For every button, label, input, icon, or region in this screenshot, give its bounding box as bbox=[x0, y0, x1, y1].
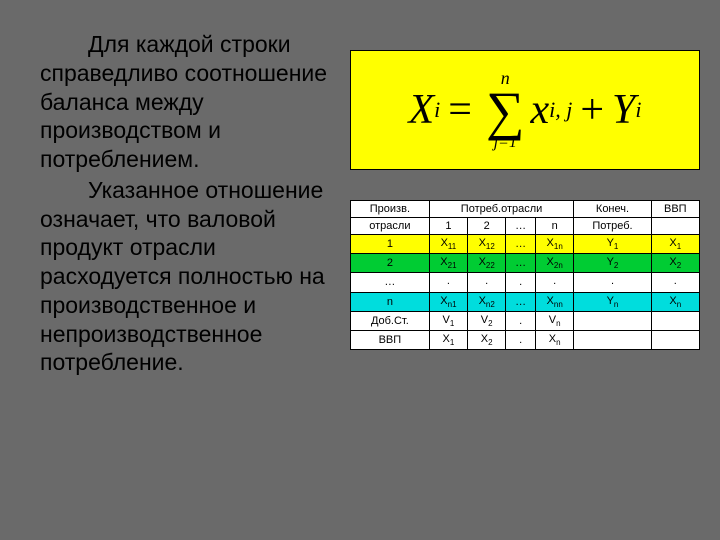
right-column: Xi = n ∑ j=1 xi, j + Yi Произв. Потреб.о… bbox=[350, 30, 700, 510]
summation: n ∑ j=1 bbox=[486, 69, 525, 152]
paragraph-2: Указанное отношение означает, что валово… bbox=[40, 176, 340, 377]
term2-sub: i bbox=[635, 97, 641, 123]
footer-row-added: Доб.Ст. V1 V2 . Vn bbox=[351, 311, 700, 330]
lhs-sub: i bbox=[434, 97, 440, 123]
f1-n: Vn bbox=[535, 311, 573, 330]
table-row: 2X21X22…X2nY2X2 bbox=[351, 254, 700, 273]
f1-b: V2 bbox=[468, 311, 506, 330]
hdr-coln: n bbox=[535, 218, 573, 235]
f1-d: . bbox=[506, 311, 536, 330]
paragraph-1: Для каждой строки справедливо соотношени… bbox=[40, 30, 340, 174]
footer-row-gdp: ВВП X1 X2 . Xn bbox=[351, 330, 700, 349]
f1-label: Доб.Ст. bbox=[351, 311, 430, 330]
equals: = bbox=[448, 86, 472, 134]
f2-d: . bbox=[506, 330, 536, 349]
f2-y bbox=[574, 330, 651, 349]
term2-var: Y bbox=[612, 86, 635, 134]
f2-label: ВВП bbox=[351, 330, 430, 349]
f1-x bbox=[651, 311, 699, 330]
table-header-row2: отрасли 1 2 … n Потреб. bbox=[351, 218, 700, 235]
f1-y bbox=[574, 311, 651, 330]
text-column: Для каждой строки справедливо соотношени… bbox=[40, 30, 350, 510]
hdr-branch: отрасли bbox=[351, 218, 430, 235]
hdr-col1: 1 bbox=[429, 218, 467, 235]
table-row: nXn1Xn2…XnnYnXn bbox=[351, 292, 700, 311]
f2-b: X2 bbox=[468, 330, 506, 349]
f2-n: Xn bbox=[535, 330, 573, 349]
hdr-prod: Произв. bbox=[351, 201, 430, 218]
balance-table: Произв. Потреб.отрасли Конеч. ВВП отрасл… bbox=[350, 200, 700, 350]
formula-box: Xi = n ∑ j=1 xi, j + Yi bbox=[350, 50, 700, 170]
io-table: Произв. Потреб.отрасли Конеч. ВВП отрасл… bbox=[350, 200, 700, 350]
sum-lower: j=1 bbox=[494, 135, 517, 151]
f1-a: V1 bbox=[429, 311, 467, 330]
balance-formula: Xi = n ∑ j=1 xi, j + Yi bbox=[408, 69, 641, 152]
sigma-icon: ∑ bbox=[486, 87, 525, 136]
term1-var: x bbox=[530, 86, 549, 134]
table-header-row: Произв. Потреб.отрасли Конеч. ВВП bbox=[351, 201, 700, 218]
lhs-var: X bbox=[408, 86, 434, 134]
f2-x bbox=[651, 330, 699, 349]
f2-a: X1 bbox=[429, 330, 467, 349]
hdr-gdp2 bbox=[651, 218, 699, 235]
table-row: …...... bbox=[351, 273, 700, 292]
hdr-gdp: ВВП bbox=[651, 201, 699, 218]
table-row: 1X11X12…X1nY1X1 bbox=[351, 235, 700, 254]
hdr-cons: Потреб.отрасли bbox=[429, 201, 574, 218]
plus: + bbox=[580, 86, 604, 134]
hdr-final: Конеч. bbox=[574, 201, 651, 218]
hdr-col2: 2 bbox=[468, 218, 506, 235]
term1-sub: i, j bbox=[549, 97, 572, 123]
hdr-final2: Потреб. bbox=[574, 218, 651, 235]
hdr-cold: … bbox=[506, 218, 536, 235]
